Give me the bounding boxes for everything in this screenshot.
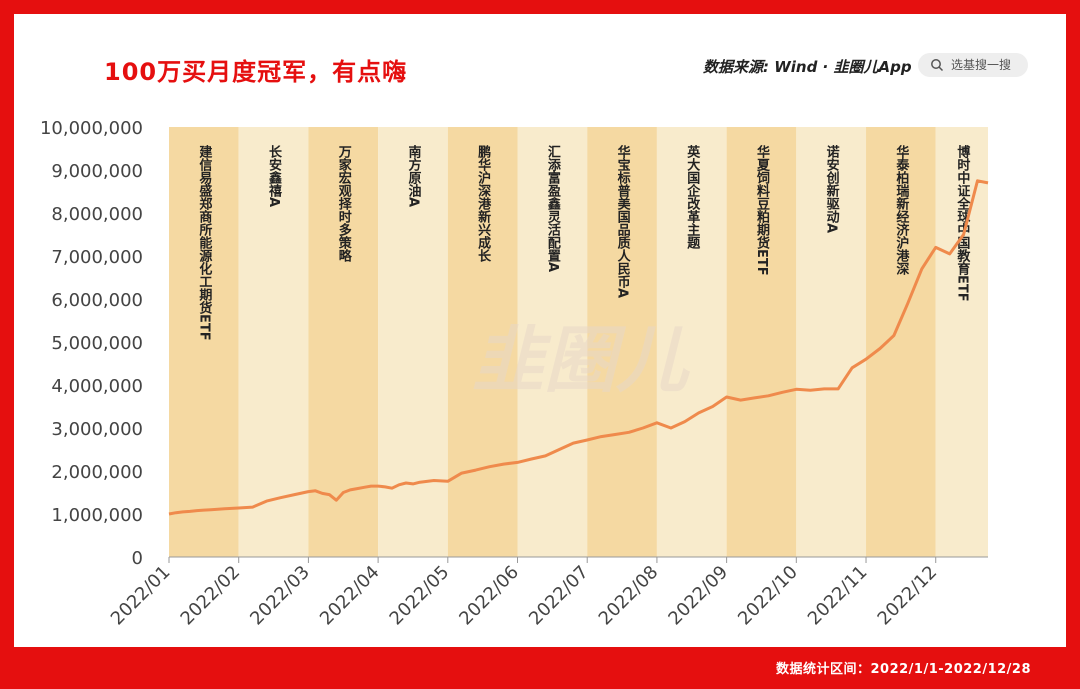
champion-fund-label: 南方原油A xyxy=(405,144,421,207)
search-placeholder: 选基搜一搜 xyxy=(951,58,1012,72)
y-tick-label: 2,000,000 xyxy=(51,462,143,483)
champion-fund-label: 诺安创新驱动A xyxy=(824,144,841,233)
month-band xyxy=(935,127,988,557)
search-box[interactable]: 选基搜一搜 xyxy=(918,53,1028,77)
search-icon xyxy=(931,59,944,72)
x-tick-label: 2022/08 xyxy=(595,562,663,630)
watermark: 韭圈儿 xyxy=(472,318,691,402)
y-tick-label: 6,000,000 xyxy=(51,290,143,311)
y-tick-label: 9,000,000 xyxy=(51,161,143,182)
x-tick-label: 2022/06 xyxy=(455,562,523,630)
champion-fund-label: 建信易盛郑商所能源化工期货ETF xyxy=(196,144,212,340)
y-tick-label: 1,000,000 xyxy=(51,505,143,526)
champion-fund-label: 长安鑫禧A xyxy=(266,144,283,207)
y-tick-label: 8,000,000 xyxy=(51,204,143,225)
date-range: 数据统计区间：2022/1/1-2022/12/28 xyxy=(776,662,1032,677)
y-tick-label: 7,000,000 xyxy=(51,247,143,268)
y-tick-label: 4,000,000 xyxy=(51,376,143,397)
y-tick-label: 3,000,000 xyxy=(51,419,143,440)
champion-fund-label: 英大国企改革主题 xyxy=(684,144,701,250)
month-band xyxy=(517,127,588,557)
x-tick-label: 2022/03 xyxy=(246,562,314,630)
x-tick-label: 2022/12 xyxy=(874,562,942,630)
x-tick-label: 2022/02 xyxy=(177,562,245,630)
x-tick-label: 2022/09 xyxy=(664,562,732,630)
y-tick-label: 0 xyxy=(132,548,143,569)
month-band xyxy=(656,127,727,557)
x-tick-label: 2022/05 xyxy=(386,562,454,630)
x-tick-label: 2022/04 xyxy=(316,562,384,630)
champion-fund-label: 华泰柏瑞新经济沪港深 xyxy=(893,144,910,276)
month-band xyxy=(447,127,518,557)
champion-fund-label: 汇添富盈鑫灵活配置A xyxy=(545,145,562,272)
month-band xyxy=(169,127,239,557)
month-band xyxy=(238,127,309,557)
month-band xyxy=(796,127,867,557)
x-tick-label: 2022/10 xyxy=(734,562,802,630)
month-band xyxy=(726,127,797,557)
x-tick-label: 2022/11 xyxy=(804,562,872,630)
month-band xyxy=(587,127,657,557)
champion-fund-label: 博时中证全球中国教育ETF xyxy=(954,144,971,301)
champion-fund-label: 万家宏观择时多策略 xyxy=(336,145,353,262)
series-line xyxy=(168,179,989,516)
y-tick-label: 5,000,000 xyxy=(51,333,143,354)
page-title: 100万买月度冠军，有点嗨 xyxy=(104,58,408,86)
month-band xyxy=(866,127,936,557)
y-tick-label: 10,000,000 xyxy=(40,118,143,139)
month-band xyxy=(308,127,379,557)
champion-fund-label: 鹏华沪深港新兴成长 xyxy=(475,144,491,263)
champion-fund-label: 华宝标普美国品质人民币A xyxy=(615,144,632,298)
data-source: 数据来源: Wind · 韭圈儿App xyxy=(703,58,912,76)
x-tick-label: 2022/01 xyxy=(107,562,175,630)
x-tick-label: 2022/07 xyxy=(525,562,593,630)
champion-fund-label: 华夏饲料豆粕期货ETF xyxy=(754,144,771,275)
